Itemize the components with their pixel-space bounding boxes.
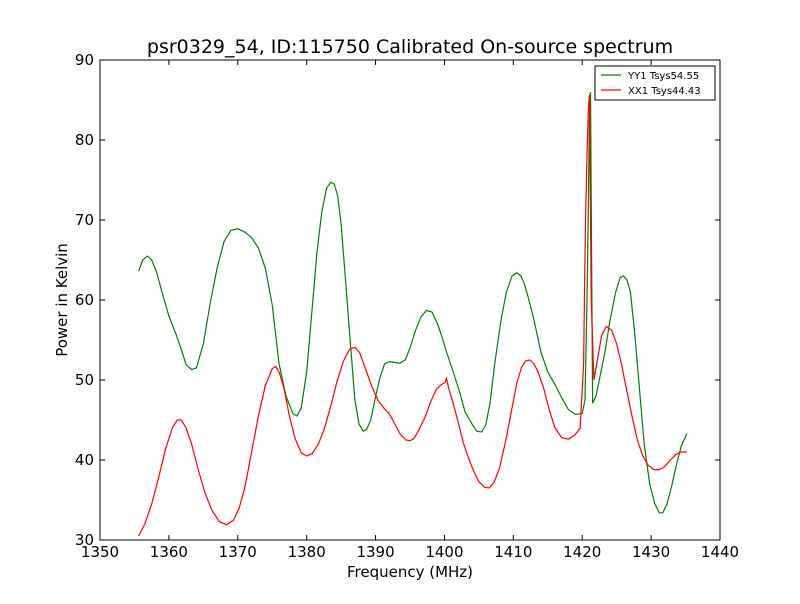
x-tick-label: 1440 xyxy=(701,543,739,561)
x-tick-label: 1420 xyxy=(563,543,601,561)
legend-label-2: XX1 Tsys44.43 xyxy=(628,86,701,97)
y-tick-label: 70 xyxy=(75,211,94,229)
y-axis-label: Power in Kelvin xyxy=(53,243,71,357)
legend: YY1 Tsys54.55 XX1 Tsys44.43 xyxy=(594,65,716,101)
y-tick-label: 40 xyxy=(75,451,94,469)
series-line-2 xyxy=(138,94,687,537)
chart-title: psr0329_54, ID:115750 Calibrated On-sour… xyxy=(147,36,673,58)
y-tick-label: 60 xyxy=(75,291,94,309)
series-line-1 xyxy=(138,91,688,514)
x-tick-label: 1380 xyxy=(288,543,326,561)
x-tick-label: 1430 xyxy=(632,543,670,561)
legend-label-1: YY1 Tsys54.55 xyxy=(627,71,699,82)
x-tick-label: 1370 xyxy=(219,543,257,561)
x-tick-label: 1390 xyxy=(356,543,394,561)
plot-frame xyxy=(99,59,721,541)
x-tick-label: 1350 xyxy=(81,543,119,561)
x-tick-label: 1360 xyxy=(150,543,188,561)
x-tick-label: 1410 xyxy=(494,543,532,561)
y-tick-label: 80 xyxy=(75,131,94,149)
legend-box xyxy=(594,65,716,101)
y-tick-label: 50 xyxy=(75,371,94,389)
axes: 1350 1360 1370 1380 1390 1400 1410 1420 1430 1440… xyxy=(75,51,739,561)
y-tick-label: 90 xyxy=(75,51,94,69)
y-tick-label: 30 xyxy=(75,531,94,549)
x-tick-label: 1400 xyxy=(425,543,463,561)
x-axis-label: Frequency (MHz) xyxy=(347,563,473,581)
plot-area xyxy=(138,91,688,537)
